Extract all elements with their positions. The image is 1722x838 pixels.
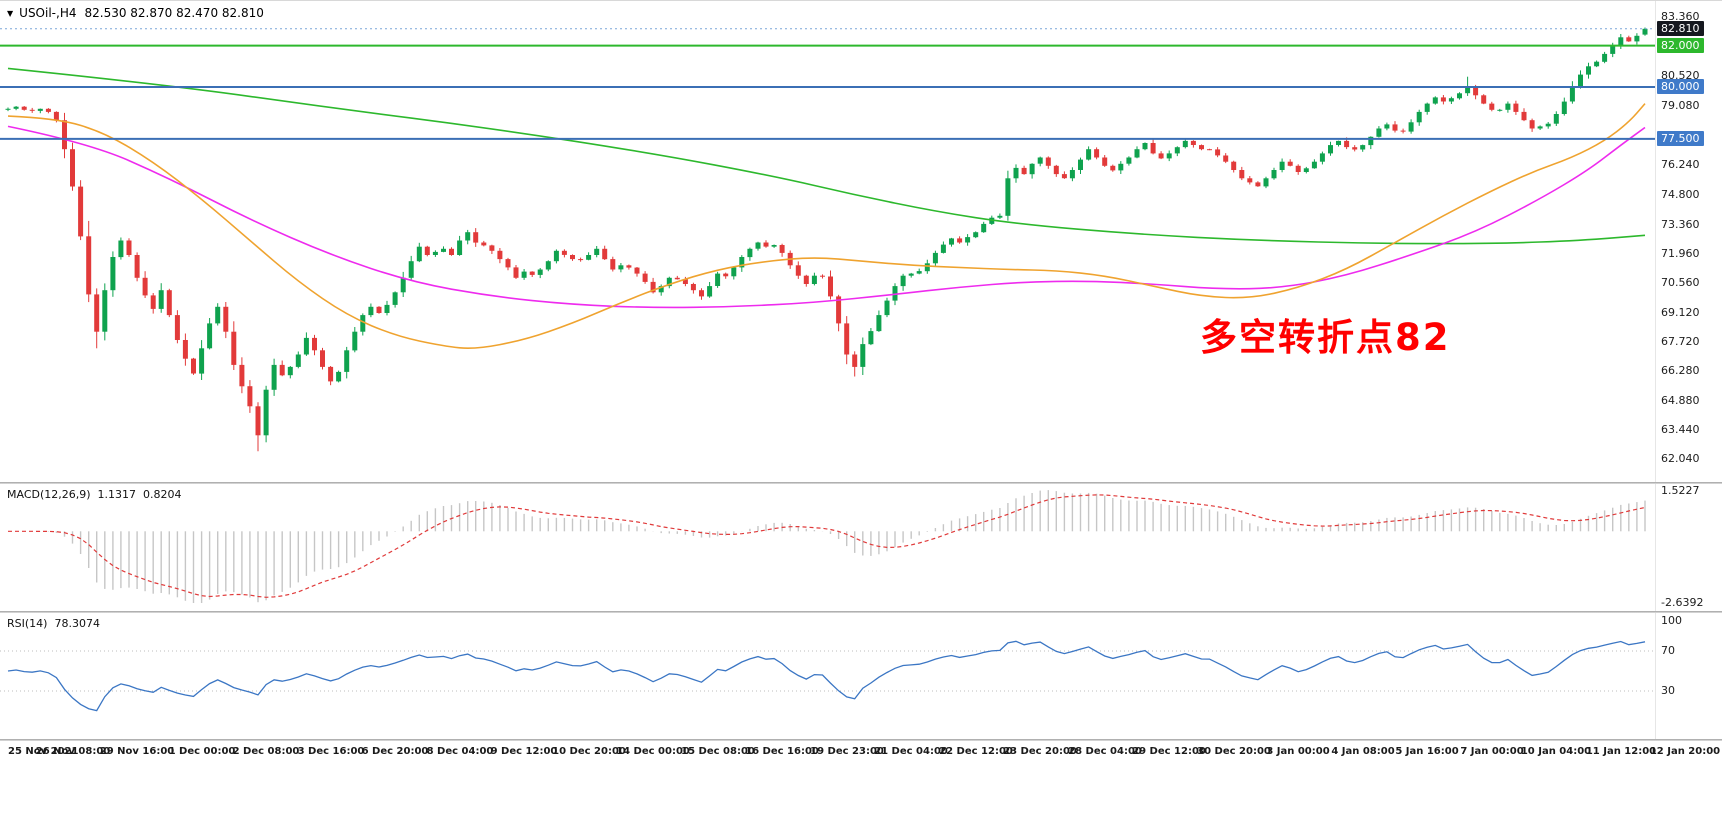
time-label: 21 Dec 04:00 <box>874 746 948 757</box>
price-tick: 76.240 <box>1661 158 1700 171</box>
price-badge: 82.810 <box>1657 21 1704 36</box>
candles <box>5 27 1648 452</box>
price-tick: 63.440 <box>1661 423 1700 436</box>
price-tick: 73.360 <box>1661 218 1700 231</box>
rsi-axis[interactable]: 100 70 30 <box>1655 613 1722 739</box>
rsi-panel: 100 70 30 RSI(14) 78.3074 <box>0 613 1722 739</box>
price-tick: 69.120 <box>1661 306 1700 319</box>
time-label: 26 Nov 08:00 <box>35 746 111 757</box>
time-label: 14 Dec 00:00 <box>616 746 690 757</box>
price-badge: 77.500 <box>1657 131 1704 146</box>
price-tick: 79.080 <box>1661 99 1700 112</box>
time-label: 1 Dec 00:00 <box>168 746 236 757</box>
price-panel: 83.360 80.520 79.080 76.240 74.800 73.360 71.9… <box>0 1 1722 482</box>
price-tick: 74.800 <box>1661 188 1700 201</box>
macd-label: MACD(12,26,9) 1.1317 0.8204 <box>7 488 189 501</box>
time-label: 8 Dec 04:00 <box>426 746 494 757</box>
time-label: 29 Nov 16:00 <box>99 746 175 757</box>
time-label: 3 Jan 00:00 <box>1266 746 1330 757</box>
ohlc-values: 82.530 82.870 82.470 82.810 <box>84 6 264 20</box>
macd-axis[interactable]: 1.5227 -2.6392 <box>1655 484 1722 611</box>
time-axis[interactable]: 25 Nov 2021 26 Nov 08:00 29 Nov 16:00 1 Dec… <box>0 741 1722 767</box>
rsi-label: RSI(14) 78.3074 <box>7 617 107 630</box>
rsi-canvas[interactable] <box>0 613 1655 739</box>
panel-separator-macd[interactable] <box>0 482 1722 484</box>
price-tick: 62.040 <box>1661 452 1700 465</box>
time-label: 29 Dec 12:00 <box>1132 746 1206 757</box>
time-label: 7 Jan 00:00 <box>1460 746 1524 757</box>
price-tick: 64.880 <box>1661 394 1700 407</box>
rsi-line <box>7 640 1646 712</box>
macd-value-signal: 0.8204 <box>143 488 182 501</box>
time-label: 28 Dec 04:00 <box>1068 746 1142 757</box>
rsi-axis-label: 70 <box>1661 644 1675 657</box>
panel-separator-rsi[interactable] <box>0 611 1722 613</box>
macd-canvas[interactable] <box>0 484 1655 611</box>
macd-value-main: 1.1317 <box>97 488 137 501</box>
time-label: 10 Jan 04:00 <box>1520 746 1592 757</box>
price-tick: 71.960 <box>1661 247 1700 260</box>
time-label: 11 Jan 12:00 <box>1585 746 1657 757</box>
time-label: 25 Nov 2021 <box>8 746 79 757</box>
price-tick: 66.280 <box>1661 364 1700 377</box>
time-label: 9 Dec 12:00 <box>490 746 558 757</box>
macd-axis-max: 1.5227 <box>1661 484 1700 497</box>
time-label: 15 Dec 08:00 <box>681 746 755 757</box>
price-tick: 83.360 <box>1661 10 1700 23</box>
ma-slow-green <box>7 67 1646 245</box>
time-label: 12 Jan 20:00 <box>1649 746 1721 757</box>
price-chart-canvas[interactable] <box>0 1 1655 482</box>
price-axis[interactable]: 83.360 80.520 79.080 76.240 74.800 73.360 71.9… <box>1655 1 1722 482</box>
rsi-axis-label: 30 <box>1661 684 1675 697</box>
price-tick: 80.520 <box>1661 69 1700 82</box>
time-label: 19 Dec 23:00 <box>810 746 884 757</box>
chart-annotation-text[interactable]: 多空转折点82 <box>1200 316 1451 359</box>
price-badge: 82.000 <box>1657 38 1704 53</box>
time-label: 23 Dec 20:00 <box>1003 746 1077 757</box>
macd-axis-min: -2.6392 <box>1661 596 1704 609</box>
time-label: 5 Jan 16:00 <box>1395 746 1459 757</box>
rsi-value: 78.3074 <box>54 617 100 630</box>
time-label: 30 Dec 20:00 <box>1197 746 1271 757</box>
chart-marker-icon[interactable]: ▼ <box>7 9 14 18</box>
macd-name: MACD(12,26,9) <box>7 488 91 501</box>
ma-fast-orange <box>7 103 1646 349</box>
macd-signal-line <box>8 494 1646 598</box>
ma-mid-magenta <box>7 125 1646 309</box>
time-label: 16 Dec 16:00 <box>745 746 819 757</box>
time-label: 22 Dec 12:00 <box>939 746 1013 757</box>
panel-separator-bottom[interactable] <box>0 739 1722 741</box>
time-label: 3 Dec 16:00 <box>297 746 365 757</box>
macd-panel: 1.5227 -2.6392 MACD(12,26,9) 1.1317 0.8204 <box>0 484 1722 611</box>
price-badge: 80.000 <box>1657 79 1704 94</box>
price-tick: 67.720 <box>1661 335 1700 348</box>
price-tick: 70.560 <box>1661 276 1700 289</box>
time-label: 4 Jan 08:00 <box>1331 746 1395 757</box>
rsi-name: RSI(14) <box>7 617 48 630</box>
time-label: 2 Dec 08:00 <box>232 746 300 757</box>
time-label: 6 Dec 20:00 <box>361 746 429 757</box>
symbol-timeframe: USOil-,H4 <box>19 6 77 20</box>
macd-histogram <box>15 490 1646 603</box>
time-label: 10 Dec 20:00 <box>552 746 626 757</box>
chart-title: ▼ USOil-,H4 82.530 82.870 82.470 82.810 <box>7 6 264 20</box>
rsi-axis-label: 100 <box>1661 614 1682 627</box>
